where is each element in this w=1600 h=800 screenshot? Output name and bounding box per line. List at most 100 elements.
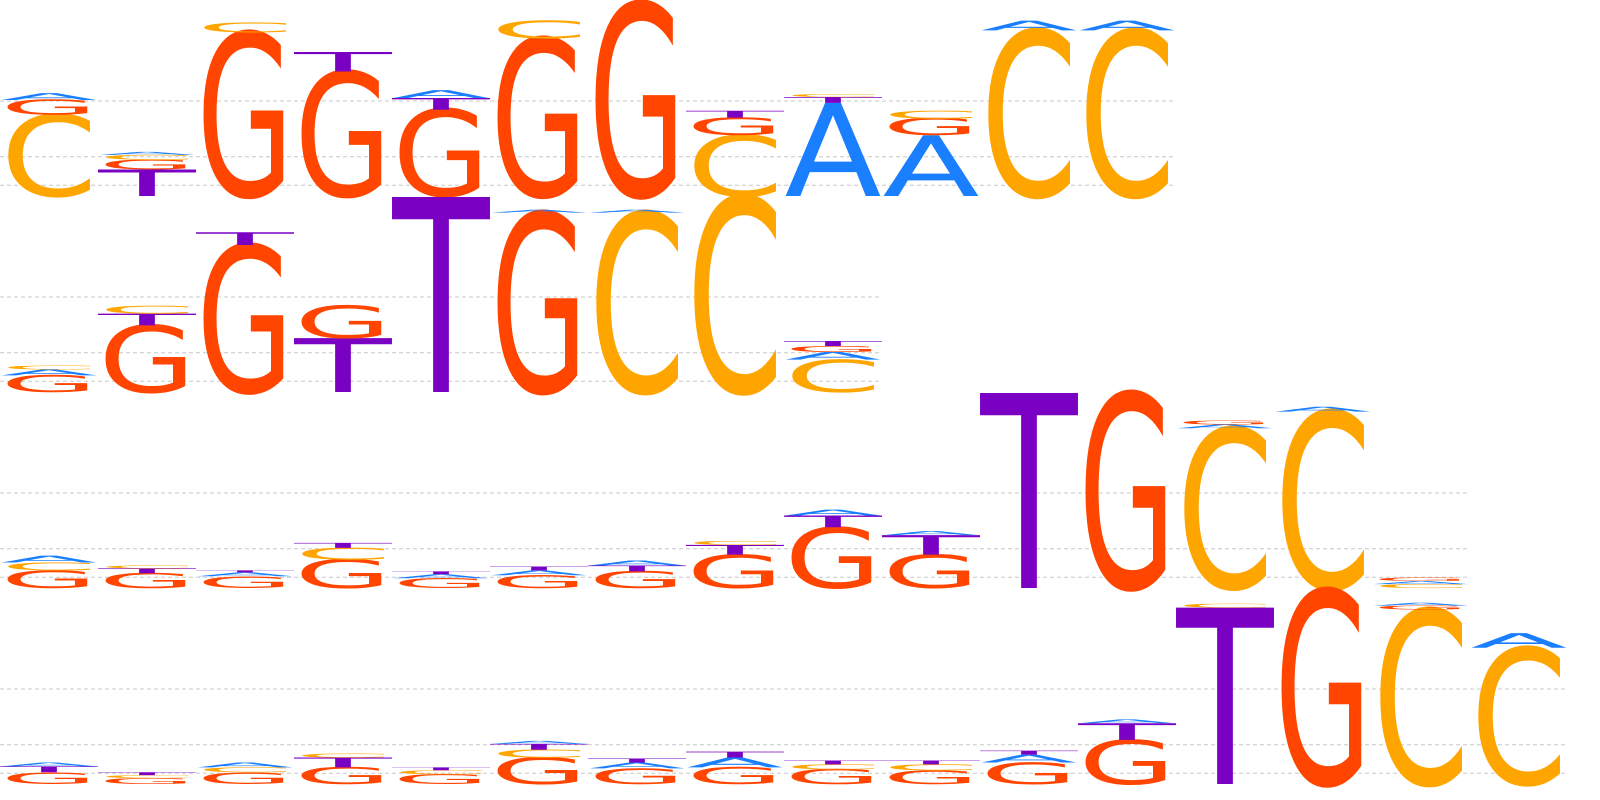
logo-letter: C <box>785 93 882 98</box>
logo-letter: A <box>1 761 98 767</box>
logo-letter: A <box>1275 405 1372 413</box>
logo-letter: G <box>883 766 980 788</box>
logo-letter: T <box>292 755 392 771</box>
logo-letter: A <box>99 151 196 156</box>
logo-letter: T <box>392 144 490 455</box>
logo-letter: T <box>194 229 296 249</box>
logo-letter: G <box>197 573 294 592</box>
logo-letter: A <box>981 752 1079 765</box>
logo-letter: G <box>589 0 686 260</box>
logo-letter: T <box>684 109 785 120</box>
logo-letter: G <box>197 0 294 249</box>
logo-letter: G <box>785 766 882 789</box>
logo-letter: C <box>1 93 98 223</box>
logo-letter: C <box>1471 612 1568 800</box>
logo-letter: T <box>586 564 687 573</box>
logo-letter: T <box>488 742 589 751</box>
logo-letter: A <box>197 571 294 577</box>
logo-letter: T <box>488 565 589 571</box>
logo-letter: A <box>491 209 588 214</box>
logo-letter: C <box>687 119 784 216</box>
logo-letter: G <box>1373 577 1470 582</box>
logo-letter: T <box>292 47 392 78</box>
logo-letter: T <box>782 512 882 531</box>
logo-letter: T <box>1076 719 1177 745</box>
logo-letter: A <box>1 91 98 102</box>
logo-letter: T <box>293 323 392 410</box>
logo-letter: A <box>1177 423 1274 429</box>
logo-letter: G <box>393 772 490 788</box>
logo-letter: T <box>880 759 981 765</box>
logo-letter: C <box>1079 0 1176 250</box>
logo-letter: T <box>0 765 99 774</box>
logo-letter: T <box>684 542 784 558</box>
logo-letter: A <box>1373 580 1470 585</box>
logo-letter: A <box>589 761 686 770</box>
logo-letter: C <box>687 144 784 455</box>
logo-letter: G <box>1079 340 1176 651</box>
logo-letter: G <box>491 165 588 451</box>
logo-letter: T <box>194 570 295 573</box>
logo-letter: T <box>96 771 197 776</box>
logo-letter: G <box>687 763 784 789</box>
logo-letter: G <box>491 572 588 592</box>
logo-letter: C <box>785 351 882 403</box>
logo-letter: C <box>99 153 196 161</box>
logo-letter: C <box>883 763 980 772</box>
logo-letter: G <box>295 297 392 349</box>
logo-letter: T <box>96 162 197 204</box>
logo-letter: G <box>1079 728 1176 798</box>
logo-letter: G <box>491 0 588 247</box>
logo-letter: C <box>99 565 196 570</box>
logo-letter: A <box>883 119 980 216</box>
logo-letter: G <box>1373 605 1470 611</box>
logo-letter: C <box>491 748 588 761</box>
logo-letter: G <box>589 764 686 789</box>
logo-letter: G <box>393 86 490 224</box>
logo-letter: G <box>589 567 686 593</box>
logo-letter: T <box>390 95 490 114</box>
logo-letter: C <box>197 766 294 774</box>
logo-letter: C <box>1275 363 1372 645</box>
logo-letter: G <box>1177 419 1274 425</box>
logo-letter: G <box>99 157 196 173</box>
logo-letter: C <box>1373 583 1470 589</box>
logo-letter: A <box>883 530 980 536</box>
logo-letter: C <box>99 774 196 779</box>
logo-letter: T <box>978 750 1079 756</box>
logo-letter: A <box>687 755 784 771</box>
logo-letter: C <box>883 109 980 122</box>
logo-letter: C <box>687 540 784 546</box>
logo-letter: G <box>1 566 98 594</box>
logo-letter: A <box>197 761 294 769</box>
logo-letter: G <box>491 750 588 792</box>
logo-letter: A <box>1 554 98 565</box>
logo-letter: G <box>687 546 784 599</box>
logo-letter: T <box>390 571 491 576</box>
logo-letter: C <box>981 0 1078 250</box>
logo-letter: G <box>1 96 98 119</box>
logo-letter: G <box>1275 538 1372 800</box>
logo-letter: G <box>197 769 294 788</box>
logo-letter: C <box>99 304 196 317</box>
logo-letter: A <box>1 368 98 377</box>
logo-letter: G <box>1 371 98 397</box>
logo-letter: A <box>1079 718 1176 724</box>
logo-letter: G <box>295 552 392 597</box>
logo-letter: T <box>1176 559 1275 800</box>
logo-letter: A <box>785 350 883 363</box>
logo-letter: A <box>785 508 882 517</box>
logo-letter: T <box>880 530 980 561</box>
logo-letter: T <box>782 95 883 104</box>
logo-letter: A <box>491 569 588 577</box>
logo-letter: G <box>785 344 882 353</box>
logo-letter: A <box>589 209 686 214</box>
logo-letter: A <box>393 573 490 579</box>
logo-letter: C <box>295 753 392 759</box>
logo-letter: G <box>99 776 196 785</box>
logo-letter: C <box>1177 603 1274 609</box>
logo-letter: C <box>197 20 294 36</box>
